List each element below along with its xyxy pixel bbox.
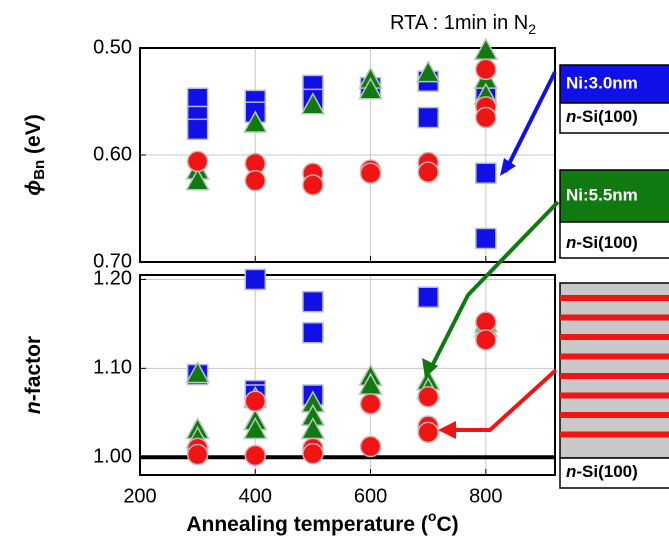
square-marker [244, 268, 267, 291]
triangle-marker [185, 168, 210, 191]
multilayer-stripe [560, 412, 669, 418]
arrow-head [422, 358, 438, 378]
circle-marker [475, 106, 497, 129]
multilayer-stripe [560, 392, 669, 399]
substrate-box [559, 221, 669, 259]
substrate-rest: -Si(100) [576, 233, 637, 252]
title-sub: 2 [528, 21, 536, 37]
arrow [428, 200, 560, 371]
triangle-marker [300, 92, 326, 115]
triangle-marker [185, 360, 210, 384]
title: RTA : 1min in N2 [390, 12, 536, 36]
arrow-head [500, 158, 516, 176]
y-label-sub: Bn [31, 160, 48, 180]
multilayer-stripe [560, 353, 669, 360]
substrate-box [559, 102, 669, 134]
x-tick-label: 800 [469, 485, 502, 507]
x-label-end: C) [436, 513, 458, 536]
y-tick-label: 1.10 [93, 357, 132, 379]
square-marker [475, 227, 497, 250]
circle-marker [244, 390, 267, 412]
y-axis-label: ϕBn (eV) [22, 114, 48, 195]
circle-marker [244, 169, 267, 192]
y-tick-label: 0.60 [93, 143, 132, 165]
substrate-rest: -Si(100) [576, 462, 637, 481]
metal-label: Ni:3.0nm [566, 73, 638, 92]
circle-marker [475, 329, 497, 351]
x-tick-label: 400 [239, 485, 272, 507]
square-marker [186, 118, 209, 141]
metal-label: Ni:5.5nm [566, 185, 638, 204]
y-tick-label: 1.20 [93, 268, 132, 290]
y-label-rest: -factor [22, 336, 45, 401]
substrate-italic: n [566, 107, 576, 126]
substrate-italic: n [566, 462, 576, 481]
x-axis-label: Annealing temperature (oC) [186, 508, 458, 536]
x-label-sup: o [428, 508, 437, 524]
circle-marker [359, 162, 382, 184]
circle-marker [417, 421, 439, 444]
circle-marker [359, 435, 382, 458]
circle-marker [475, 311, 497, 333]
y-label-unit: (eV) [22, 114, 45, 160]
triangle-marker [243, 110, 268, 133]
arrow [450, 368, 558, 432]
y-tick-label: 1.00 [93, 446, 132, 468]
arrow [503, 71, 557, 173]
x-tick-label: 600 [354, 485, 387, 507]
y-label-symbol: ϕ [22, 180, 45, 196]
triangle-marker [243, 416, 268, 440]
triangle-marker [415, 60, 441, 83]
square-marker [417, 106, 439, 129]
square-marker [186, 87, 209, 110]
square-marker [475, 162, 497, 184]
y-tick-label: 0.70 [93, 250, 132, 272]
circle-marker [359, 393, 382, 415]
multilayer-stripe [560, 334, 669, 340]
title-text: RTA : 1min in N [390, 12, 528, 34]
substrate-rest: -Si(100) [576, 107, 637, 126]
x-label-text: Annealing temperature ( [186, 513, 428, 536]
plot-frame [139, 47, 556, 263]
circle-marker [186, 150, 209, 173]
y-axis-label: n-factor [22, 336, 45, 414]
x-tick-label: 200 [123, 485, 156, 507]
square-marker [302, 290, 324, 313]
circle-marker [417, 386, 439, 408]
y-label-symbol: n [22, 401, 45, 414]
square-marker [302, 322, 324, 344]
circle-marker [302, 442, 324, 465]
arrow-head [438, 421, 456, 439]
circle-marker [186, 443, 209, 466]
substrate-box [559, 457, 669, 489]
triangle-marker [358, 77, 383, 100]
circle-marker [417, 161, 439, 183]
multilayer-stripe [560, 431, 669, 438]
substrate-label: n-Si(100) [566, 107, 638, 126]
plot-frame [139, 274, 556, 476]
metal-box [559, 169, 669, 223]
circle-marker [244, 444, 267, 467]
substrate-label: n-Si(100) [566, 462, 638, 481]
multilayer-stripe [560, 295, 669, 301]
multilayer-stripe [560, 373, 669, 379]
circle-marker [475, 58, 497, 81]
substrate-label: n-Si(100) [566, 233, 638, 252]
square-marker [417, 286, 439, 308]
substrate-italic: n [566, 233, 576, 252]
y-tick-label: 0.50 [93, 36, 132, 58]
circle-marker [302, 174, 324, 196]
multilayer-stripe [560, 314, 669, 321]
